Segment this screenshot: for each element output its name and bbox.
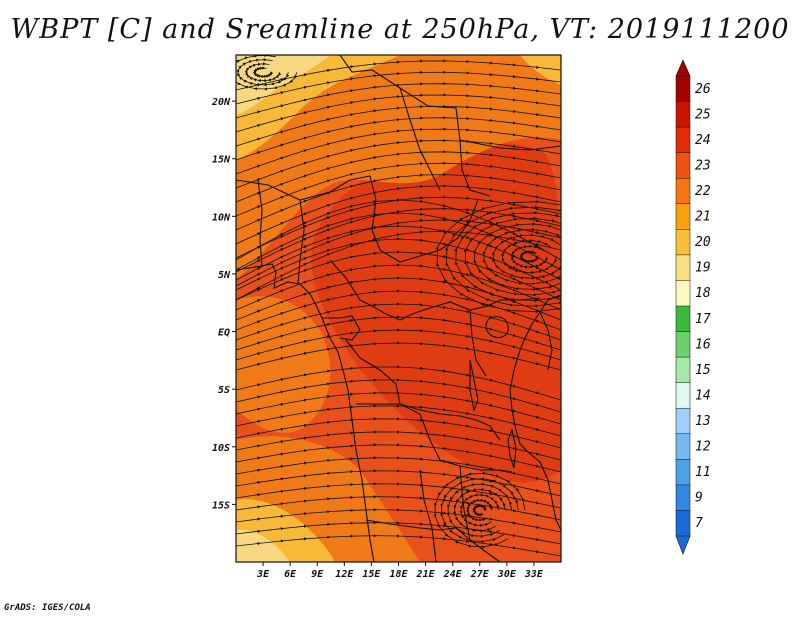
east-africa-coastline: [509, 294, 561, 531]
colorbar-bottom-arrow: [675, 535, 691, 555]
colorbar-swatch: [675, 382, 691, 409]
colorbar-label: 24: [695, 133, 711, 148]
lat-tick-label: 15N: [212, 155, 231, 166]
colorbar-label: 23: [695, 158, 711, 173]
lat-tick-label: 10S: [212, 443, 230, 454]
streamline-vortex-south: [433, 471, 526, 549]
colorbar-label: 21: [695, 210, 711, 225]
lon-tick-label: 9E: [311, 569, 324, 580]
grads-credit: GrADS: IGES/COLA: [4, 603, 91, 613]
colorbar-label: 18: [695, 286, 711, 301]
colorbar-label: 7: [695, 516, 703, 531]
streamline-vortex-east: [435, 200, 561, 314]
colorbar-swatch: [675, 433, 691, 460]
colorbar-label: 26: [695, 82, 711, 97]
border-congo: [345, 339, 501, 441]
lon-tick-label: 3E: [256, 569, 270, 580]
colorbar-label: 9: [695, 491, 703, 506]
border-sahel: [236, 175, 479, 263]
lon-tick-label: 12E: [335, 569, 354, 580]
border-sudan: [399, 87, 441, 191]
colorbar-label: 17: [695, 312, 711, 327]
lat-tick-label: 10N: [212, 212, 231, 223]
chart-title: WBPT [C] and Sreamline at 250hPa, VT: 20…: [10, 14, 790, 45]
colorbar-top-arrow: [675, 59, 691, 77]
lon-tick-label: 6E: [284, 569, 297, 580]
lat-tick-label: 20N: [211, 97, 231, 108]
colorbar-swatch: [675, 356, 691, 384]
colorbar-swatch: [675, 254, 691, 281]
colorbar-swatch: [675, 280, 691, 307]
colorbar-swatch: [675, 101, 691, 128]
map-axes: 20N 15N 10N 5N EQ 5S 10S 15S 3E 6E 9E 12E 15E 18E 21E 2…: [211, 97, 544, 580]
colorbar-swatch: [675, 484, 691, 511]
colorbar-swatch: [675, 203, 691, 230]
border-nigeria-1: [257, 179, 263, 267]
colorbar-swatch: [675, 459, 691, 486]
lon-tick-label: 30E: [497, 569, 517, 580]
colorbar-label: 20: [695, 235, 711, 250]
border-south-4: [459, 465, 471, 541]
colorbar-swatch: [675, 152, 691, 179]
colorbar-swatch: [675, 177, 691, 205]
border-south-1: [356, 403, 513, 473]
lat-tick-label: 5S: [218, 385, 230, 396]
lake-tanganyika: [469, 359, 479, 412]
lon-tick-label: 27E: [470, 569, 490, 580]
lon-tick-label: 24E: [443, 569, 463, 580]
colorbar-swatch: [675, 331, 691, 358]
lon-tick-label: 33E: [524, 569, 544, 580]
colorbar-label: 12: [695, 440, 711, 455]
border-gabon: [322, 315, 361, 341]
colorbar-label: 13: [695, 414, 711, 429]
lake-malawi: [507, 428, 517, 469]
map-plot-area: [236, 55, 561, 562]
colorbar-label: 11: [695, 465, 711, 480]
border-north: [339, 55, 491, 197]
border-east-interior: [469, 309, 487, 377]
lon-tick-label: 15E: [362, 569, 381, 580]
lon-tick-label: 21E: [416, 569, 436, 580]
streamlines: [236, 55, 561, 557]
colorbar-swatch: [675, 305, 691, 333]
border-ethiopia: [459, 139, 561, 151]
border-uganda: [539, 311, 553, 371]
lat-tick-label: EQ: [218, 328, 230, 339]
colorbar-swatch: [675, 75, 691, 103]
colorbar-swatch: [675, 407, 691, 435]
west-africa-coastline: [236, 263, 375, 562]
colorbar-swatch: [675, 510, 691, 537]
border-south-2: [365, 519, 501, 562]
colorbar-label: 16: [695, 337, 711, 352]
streamline-central: [236, 341, 561, 371]
lat-tick-label: 5N: [218, 270, 231, 281]
border-nigeria-2: [297, 199, 305, 285]
colorbar-label: 25: [695, 107, 711, 122]
border-central: [329, 259, 541, 321]
lake-victoria: [485, 316, 509, 339]
colorbar-label: 14: [695, 388, 711, 403]
colorbar-label: 15: [695, 363, 711, 378]
colorbar-swatch: [675, 126, 691, 154]
coastline-and-borders: [236, 55, 561, 562]
colorbar-label: 19: [695, 261, 711, 276]
lat-tick-label: 15S: [212, 500, 230, 511]
streamline-vortex-nw: [236, 55, 298, 91]
colorbar-swatch: [675, 229, 691, 256]
colorbar: 26 25 24 23 22 21 20 19 18 17 16 15 14 13 12 11 9 7: [675, 59, 711, 555]
border-south-3: [419, 469, 437, 562]
lon-tick-label: 18E: [389, 569, 408, 580]
colorbar-label: 22: [695, 184, 711, 199]
